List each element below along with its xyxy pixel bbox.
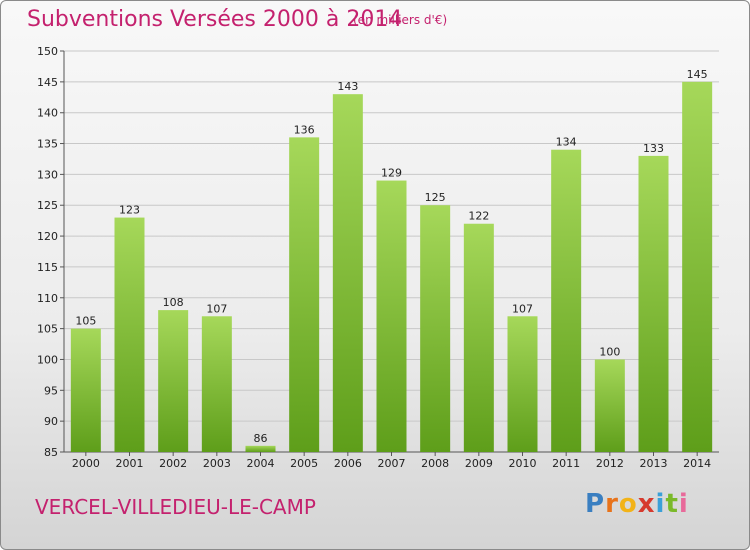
bar-value-label: 145 [687, 68, 708, 81]
x-tick-label: 2010 [509, 457, 537, 470]
bar [332, 94, 363, 452]
bar [114, 217, 145, 452]
bar [70, 328, 101, 452]
bar [463, 223, 494, 452]
bar-value-label: 107 [512, 302, 533, 315]
bar [420, 205, 451, 452]
logo-letter: r [605, 489, 619, 519]
x-tick-label: 2006 [334, 457, 362, 470]
bar [594, 359, 625, 452]
y-tick-label: 145 [37, 76, 58, 89]
data-labels: 105 123 108 107 86 136 143 129 125 122 107 134 100 13… [75, 68, 707, 445]
bar-value-label: 133 [643, 142, 664, 155]
chart-unit-label: (en milliers d'€) [353, 13, 448, 27]
y-tick-label: 140 [37, 107, 58, 120]
bar [551, 149, 582, 452]
chart-title: Subventions Versées 2000 à 2014 [27, 7, 403, 32]
axes: 85 90 95 100 105 110 115 120 125 130 135 140 145 150 2… [37, 45, 719, 470]
bar-value-label: 136 [294, 123, 315, 136]
bar [245, 445, 276, 452]
x-tick-label: 2013 [640, 457, 668, 470]
bar-value-label: 125 [425, 191, 446, 204]
x-tick-label: 2012 [596, 457, 624, 470]
x-tick-label: 2000 [72, 457, 100, 470]
bar [289, 137, 320, 452]
y-tick-label: 150 [37, 45, 58, 58]
bars [70, 81, 713, 453]
bar [201, 316, 232, 452]
bar-value-label: 134 [556, 136, 577, 149]
y-tick-label: 105 [37, 323, 58, 336]
y-tick-label: 125 [37, 199, 58, 212]
bar-value-label: 105 [75, 315, 96, 328]
y-tick-label: 115 [37, 261, 58, 274]
logo-letter: o [618, 489, 638, 519]
bar [682, 81, 713, 452]
y-tick-label: 135 [37, 138, 58, 151]
bar [638, 155, 669, 452]
logo-letter: t [665, 489, 679, 519]
y-tick-label: 90 [44, 415, 58, 428]
bar-value-label: 107 [206, 302, 227, 315]
bar-value-label: 129 [381, 167, 402, 180]
logo-letter: P [585, 489, 606, 519]
x-tick-label: 2011 [552, 457, 580, 470]
x-tick-label: 2014 [683, 457, 711, 470]
bar-value-label: 143 [337, 80, 358, 93]
x-tick-label: 2002 [159, 457, 187, 470]
x-tick-label: 2004 [247, 457, 275, 470]
x-tick-label: 2008 [421, 457, 449, 470]
y-tick-label: 100 [37, 353, 58, 366]
y-tick-label: 110 [37, 292, 58, 305]
bar [507, 316, 538, 452]
x-tick-label: 2005 [290, 457, 318, 470]
bar [376, 180, 407, 453]
bar-value-label: 123 [119, 204, 140, 217]
x-tick-label: 2001 [116, 457, 144, 470]
x-tick-label: 2007 [378, 457, 406, 470]
bar-value-label: 100 [599, 345, 620, 358]
logo-letter: x [637, 489, 656, 519]
bar-value-label: 122 [468, 210, 489, 223]
logo-letter: i [655, 489, 666, 519]
x-tick-label: 2009 [465, 457, 493, 470]
bar-value-label: 86 [254, 432, 268, 445]
bar [158, 310, 189, 452]
logo-letter: i [678, 489, 689, 519]
commune-name: VERCEL-VILLEDIEU-LE-CAMP [35, 495, 316, 519]
y-tick-label: 85 [44, 446, 58, 459]
y-tick-label: 95 [44, 384, 58, 397]
y-tick-label: 120 [37, 230, 58, 243]
x-tick-label: 2003 [203, 457, 231, 470]
bar-value-label: 108 [163, 296, 184, 309]
proxiti-logo: Proxiti [585, 489, 689, 519]
y-tick-label: 130 [37, 168, 58, 181]
